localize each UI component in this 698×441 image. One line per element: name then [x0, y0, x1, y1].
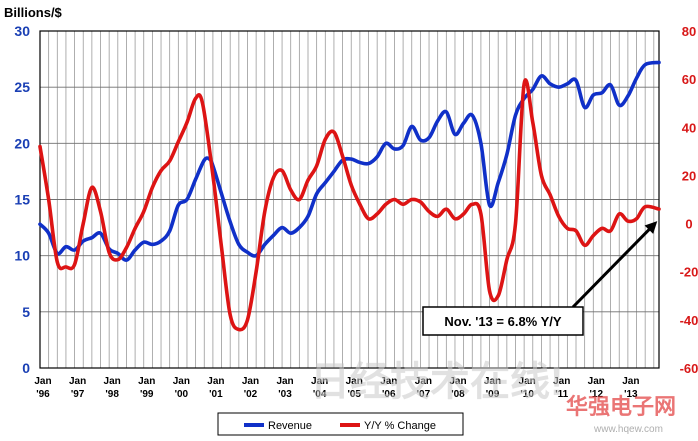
watermark-url-text: www.hqew.com	[593, 424, 663, 435]
left-tick-label: 15	[14, 192, 30, 208]
left-tick-label: 20	[14, 135, 30, 151]
x-tick-label-month: Jan	[622, 376, 639, 387]
x-tick-label-month: Jan	[104, 376, 121, 387]
x-axis-ticks: Jan '96 Jan '97 Jan '98 Jan '99 Jan '00 Jan '01 Jan '…	[34, 376, 639, 400]
x-tick-label-year: '99	[140, 389, 154, 400]
watermark-main-text: 日经技术在线!	[310, 360, 563, 404]
x-tick-label-month: Jan	[484, 376, 501, 387]
annotation-arrow	[571, 226, 652, 309]
legend-label-yoy: Y/Y % Change	[364, 420, 436, 432]
x-tick-label-year: '09	[486, 389, 500, 400]
x-tick-label-month: Jan	[138, 376, 155, 387]
right-tick-label: 80	[682, 24, 696, 39]
x-tick-label-year: '08	[451, 389, 465, 400]
x-tick-label-month: Jan	[207, 376, 224, 387]
x-tick-label-month: Jan	[449, 376, 466, 387]
left-axis-ticks: 0 5 10 15 20 25 30	[14, 23, 30, 376]
watermark-brand-text: 华强电子网	[566, 394, 676, 419]
x-tick-label-month: Jan	[346, 376, 363, 387]
x-tick-label-month: Jan	[380, 376, 397, 387]
series-lines	[38, 60, 661, 332]
series-line-yoy-change	[38, 78, 661, 332]
right-axis-ticks: -60 -40 -20 0 20 40 60 80	[680, 24, 698, 376]
right-tick-label: -60	[680, 361, 698, 376]
right-tick-label: 40	[682, 120, 696, 135]
x-tick-label-month: Jan	[415, 376, 432, 387]
left-tick-label: 25	[14, 79, 30, 95]
watermark: 日经技术在线! 华强电子网 www.hqew.com	[310, 360, 676, 435]
x-tick-label-year: '02	[244, 389, 258, 400]
x-tick-label-year: '98	[105, 389, 119, 400]
x-tick-label-year: '96	[36, 389, 50, 400]
x-tick-label-month: Jan	[588, 376, 605, 387]
x-tick-label-month: Jan	[34, 376, 51, 387]
annotation: Nov. '13 = 6.8% Y/Y	[422, 221, 658, 336]
right-tick-label: 20	[682, 168, 696, 183]
annotation-text: Nov. '13 = 6.8% Y/Y	[444, 314, 561, 329]
right-tick-label: 0	[685, 217, 692, 232]
x-tick-label-month: Jan	[276, 376, 293, 387]
x-tick-label-month: Jan	[519, 376, 536, 387]
x-tick-label-month: Jan	[311, 376, 328, 387]
x-tick-label-year: '01	[209, 389, 223, 400]
legend: Revenue Y/Y % Change	[217, 412, 464, 436]
x-tick-label-year: '05	[347, 389, 361, 400]
x-tick-label-year: '04	[313, 389, 327, 400]
left-tick-label: 5	[22, 304, 30, 320]
plot-frame	[39, 30, 660, 369]
x-tick-label-year: '00	[175, 389, 189, 400]
right-tick-label: -20	[680, 265, 698, 280]
left-tick-label: 30	[14, 23, 30, 39]
right-tick-label: -40	[680, 313, 698, 328]
x-tick-label-month: Jan	[553, 376, 570, 387]
x-tick-label-year: '11	[555, 389, 568, 400]
x-tick-label-month: Jan	[69, 376, 86, 387]
x-tick-label-year: '07	[417, 389, 431, 400]
x-tick-label-year: '03	[278, 389, 292, 400]
x-tick-label-year: '97	[71, 389, 85, 400]
left-tick-label: 0	[22, 360, 30, 376]
x-tick-label-month: Jan	[242, 376, 259, 387]
left-tick-label: 10	[14, 248, 30, 264]
legend-label-revenue: Revenue	[268, 420, 312, 432]
left-axis-unit-label: Billions/$	[4, 5, 63, 20]
x-tick-label-month: Jan	[173, 376, 190, 387]
annotation-arrowhead	[644, 221, 658, 234]
right-tick-label: 60	[682, 72, 696, 87]
x-tick-label-year: '10	[520, 389, 534, 400]
x-tick-label-year: '12	[590, 389, 604, 400]
x-tick-label-year: '13	[624, 389, 638, 400]
annotation-box	[422, 306, 584, 336]
x-tick-label-year: '06	[382, 389, 396, 400]
